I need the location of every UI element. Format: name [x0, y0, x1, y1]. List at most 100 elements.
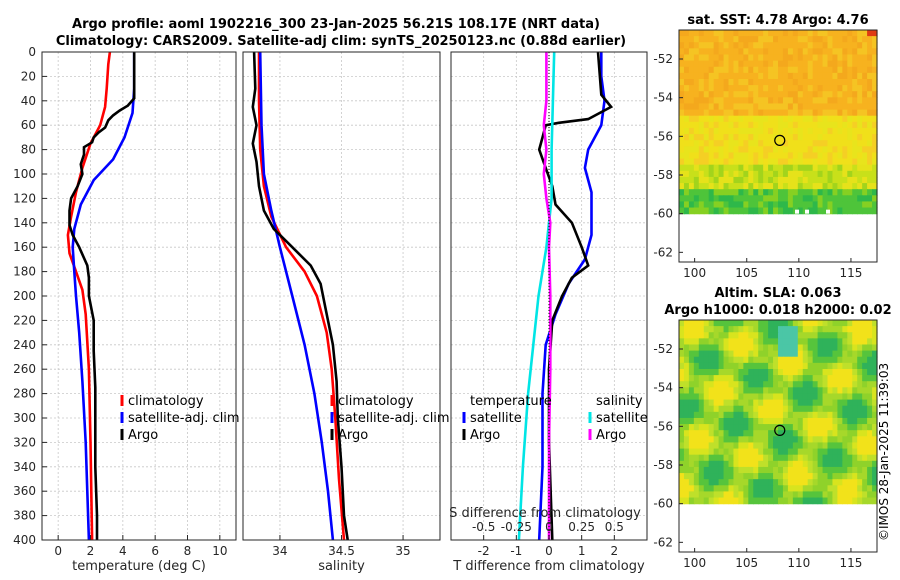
map-cell: [867, 466, 873, 474]
map-cell: [773, 356, 779, 364]
map-cell: [693, 411, 700, 419]
map-cell: [728, 387, 735, 395]
map-cell: [763, 85, 769, 92]
map-cell: [778, 326, 784, 333]
map-cell: [857, 103, 863, 111]
map-cell: [817, 30, 824, 37]
map-cell: [812, 103, 819, 111]
map-cell: [822, 36, 829, 43]
map-cell: [807, 30, 814, 37]
map-cell: [738, 424, 744, 431]
map-cell: [827, 497, 834, 505]
map-cell: [817, 320, 824, 327]
map-cell: [797, 207, 804, 215]
map-cell: [787, 442, 794, 450]
map-cell: [733, 320, 739, 327]
map-cell: [728, 66, 735, 74]
map-cell: [698, 448, 705, 456]
map-cell: [782, 417, 789, 425]
map-cell: [847, 436, 853, 444]
map-cell: [733, 48, 739, 56]
map-cell: [797, 54, 804, 62]
map-cell: [728, 170, 735, 178]
map-cell: [822, 417, 829, 425]
map-cell: [867, 387, 873, 395]
map-cell: [703, 387, 710, 395]
map-cell: [867, 36, 873, 43]
map-cell: [738, 320, 744, 327]
map-cell: [733, 381, 739, 388]
map-cell: [758, 485, 764, 493]
map-cell: [842, 338, 848, 346]
map-cell: [688, 387, 695, 395]
map-cell: [837, 332, 843, 339]
map-cell: [782, 405, 789, 413]
map-cell: [792, 176, 799, 184]
map-cell: [817, 448, 824, 456]
map-cell: [723, 399, 730, 407]
map-cell: [773, 85, 779, 92]
map-cell: [688, 48, 695, 56]
map-cell: [708, 201, 715, 209]
map-cell: [713, 326, 720, 333]
map-cell: [817, 356, 824, 364]
map-cell: [703, 158, 710, 166]
map-cell: [743, 460, 749, 468]
map-cell: [748, 375, 754, 382]
map-cell: [857, 152, 863, 160]
map-cell: [758, 362, 764, 370]
map-cell: [713, 207, 720, 215]
map-cell: [807, 42, 814, 49]
map-cell: [867, 350, 873, 358]
map-cell: [852, 454, 858, 462]
map-cell: [837, 60, 843, 68]
map-cell: [847, 430, 853, 437]
map-cell: [683, 60, 690, 68]
map-cell: [782, 460, 789, 468]
xtick-label: 4: [119, 544, 127, 558]
map-cell: [832, 164, 838, 172]
map-cell: [698, 473, 705, 480]
map-cell: [817, 326, 824, 333]
map-cell: [713, 436, 720, 444]
ytick-label: -52: [653, 52, 673, 66]
map-cell: [718, 60, 725, 68]
map-cell: [802, 36, 809, 43]
map-cell: [852, 115, 858, 123]
map-cell: [827, 485, 834, 493]
map-cell: [688, 350, 695, 358]
map-cell: [748, 356, 754, 364]
ytick-label: 280: [13, 387, 36, 401]
xtick-label: 100: [683, 266, 706, 280]
map-cell: [867, 485, 873, 493]
map-cell: [763, 48, 769, 56]
map-cell: [867, 393, 873, 401]
map-cell: [743, 350, 749, 358]
map-cell: [679, 485, 685, 493]
map-cell: [817, 109, 824, 117]
map-frame: [678, 319, 878, 553]
map-cell: [857, 338, 863, 346]
map-cell: [792, 78, 799, 86]
map-cell: [802, 54, 809, 62]
s-axis-label: S difference from climatology: [449, 506, 641, 521]
map-cell: [738, 189, 744, 196]
map-cell: [703, 189, 710, 196]
map-cell: [713, 134, 720, 141]
map-cell: [718, 78, 725, 86]
map-cell: [857, 473, 863, 480]
map-cell: [778, 152, 784, 160]
map-frame: [678, 29, 878, 263]
map-cell: [862, 85, 868, 92]
map-cell: [827, 411, 834, 419]
map-cell: [802, 78, 809, 86]
map-cell: [832, 176, 838, 184]
map-cell: [857, 189, 863, 196]
map-cell: [733, 30, 739, 37]
map-cell: [872, 158, 878, 166]
map-cell: [837, 326, 843, 333]
map-cell: [842, 134, 848, 141]
map-cell: [782, 189, 789, 196]
map-cell: [817, 344, 824, 352]
map-cell: [733, 460, 739, 468]
